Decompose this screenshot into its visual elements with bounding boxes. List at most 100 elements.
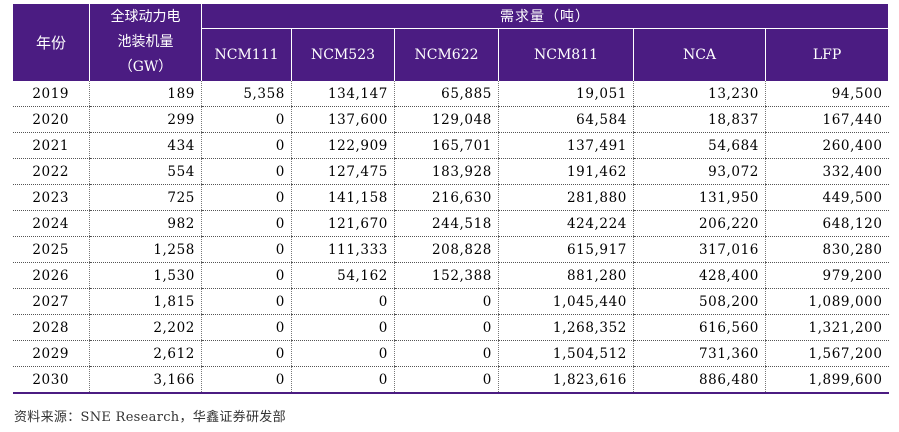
cell-year: 2029 (12, 340, 90, 367)
cell-capacity: 725 (89, 184, 202, 211)
cell-year: 2024 (12, 210, 90, 237)
cell-ncm622: 0 (394, 288, 499, 315)
cell-ncm811: 1,268,352 (498, 314, 634, 341)
cell-ncm111: 5,358 (201, 81, 292, 107)
cell-lfp: 1,321,200 (764, 314, 889, 341)
cell-year: 2021 (12, 132, 90, 159)
table-row: 2027 1,815 0 0 0 1,045,440 508,200 1,089,000 (12, 288, 889, 315)
cell-ncm111: 0 (201, 158, 292, 185)
cell-nca: 131,950 (633, 184, 766, 211)
table-row: 2030 3,166 0 0 0 1,823,616 886,480 1,899,600 (12, 366, 889, 394)
header-nca: NCA (633, 28, 766, 81)
cell-lfp: 1,567,200 (764, 340, 889, 367)
cell-year: 2020 (12, 106, 90, 133)
demand-table-container: 年份 全球动力电 池装机量 （GW） 需求量（吨） NCM111 NCM523 … (12, 4, 890, 394)
cell-ncm622: 216,630 (394, 184, 499, 211)
cell-ncm523: 141,158 (291, 184, 395, 211)
cell-ncm111: 0 (201, 106, 292, 133)
cell-ncm111: 0 (201, 236, 292, 263)
cell-lfp: 449,500 (764, 184, 889, 211)
cell-capacity: 3,166 (89, 366, 202, 394)
table-row: 2019 189 5,358 134,147 65,885 19,051 13,230 94,… (12, 81, 889, 107)
table-body: 2019 189 5,358 134,147 65,885 19,051 13,230 94,… (12, 81, 889, 394)
cell-lfp: 979,200 (764, 262, 889, 289)
cell-ncm523: 0 (291, 314, 395, 341)
cell-lfp: 332,400 (764, 158, 889, 185)
cell-year: 2022 (12, 158, 90, 185)
header-capacity-line2: 池装机量 (117, 34, 174, 50)
table-row: 2022 554 0 127,475 183,928 191,462 93,072 332,4… (12, 158, 889, 185)
cell-ncm111: 0 (201, 314, 292, 341)
header-capacity-line3: （GW） (118, 59, 173, 75)
cell-ncm622: 0 (394, 366, 499, 394)
cell-ncm523: 0 (291, 366, 395, 394)
cell-ncm622: 129,048 (394, 106, 499, 133)
cell-capacity: 299 (89, 106, 202, 133)
cell-year: 2019 (12, 81, 90, 107)
cell-ncm523: 0 (291, 340, 395, 367)
cell-ncm111: 0 (201, 210, 292, 237)
cell-ncm811: 64,584 (498, 106, 634, 133)
header-capacity-line1: 全球动力电 (110, 9, 181, 25)
cell-year: 2030 (12, 366, 90, 394)
cell-nca: 886,480 (633, 366, 766, 394)
cell-ncm523: 111,333 (291, 236, 395, 263)
cell-capacity: 434 (89, 132, 202, 159)
header-battery-capacity: 全球动力电 池装机量 （GW） (89, 4, 202, 81)
cell-ncm811: 881,280 (498, 262, 634, 289)
cell-ncm523: 122,909 (291, 132, 395, 159)
cell-capacity: 1,530 (89, 262, 202, 289)
cell-ncm111: 0 (201, 288, 292, 315)
table-row: 2028 2,202 0 0 0 1,268,352 616,560 1,321,200 (12, 314, 889, 341)
cell-nca: 508,200 (633, 288, 766, 315)
cell-year: 2027 (12, 288, 90, 315)
cell-lfp: 260,400 (764, 132, 889, 159)
cell-nca: 616,560 (633, 314, 766, 341)
table-row: 2020 299 0 137,600 129,048 64,584 18,837 167,44… (12, 106, 889, 133)
cell-ncm622: 244,518 (394, 210, 499, 237)
cell-ncm111: 0 (201, 340, 292, 367)
cell-nca: 731,360 (633, 340, 766, 367)
cell-ncm622: 0 (394, 314, 499, 341)
table-row: 2025 1,258 0 111,333 208,828 615,917 317,016 83… (12, 236, 889, 263)
cell-ncm523: 121,670 (291, 210, 395, 237)
cell-nca: 13,230 (633, 81, 766, 107)
header-ncm811: NCM811 (498, 28, 634, 81)
cell-ncm111: 0 (201, 184, 292, 211)
cell-ncm811: 615,917 (498, 236, 634, 263)
table-row: 2021 434 0 122,909 165,701 137,491 54,684 260,4… (12, 132, 889, 159)
cell-lfp: 830,280 (764, 236, 889, 263)
cell-lfp: 648,120 (764, 210, 889, 237)
table-row: 2029 2,612 0 0 0 1,504,512 731,360 1,567,200 (12, 340, 889, 367)
cell-lfp: 94,500 (764, 81, 889, 107)
cell-year: 2026 (12, 262, 90, 289)
cell-year: 2025 (12, 236, 90, 263)
cell-ncm111: 0 (201, 262, 292, 289)
source-note: 资料来源：SNE Research，华鑫证券研发部 (14, 410, 286, 425)
cell-capacity: 1,815 (89, 288, 202, 315)
cell-nca: 317,016 (633, 236, 766, 263)
table-header: 年份 全球动力电 池装机量 （GW） 需求量（吨） NCM111 NCM523 … (12, 4, 890, 81)
cell-ncm111: 0 (201, 366, 292, 394)
cell-ncm523: 0 (291, 288, 395, 315)
cell-ncm111: 0 (201, 132, 292, 159)
cell-ncm523: 54,162 (291, 262, 395, 289)
table-row: 2026 1,530 0 54,162 152,388 881,280 428,400 979… (12, 262, 889, 289)
cell-ncm622: 165,701 (394, 132, 499, 159)
cell-ncm523: 134,147 (291, 81, 395, 107)
cell-year: 2028 (12, 314, 90, 341)
cell-capacity: 2,612 (89, 340, 202, 367)
cell-lfp: 167,440 (764, 106, 889, 133)
cell-lfp: 1,899,600 (764, 366, 889, 394)
table-row: 2023 725 0 141,158 216,630 281,880 131,950 449,… (12, 184, 889, 211)
cathode-demand-table: 年份 全球动力电 池装机量 （GW） 需求量（吨） NCM111 NCM523 … (12, 4, 890, 394)
cell-ncm811: 424,224 (498, 210, 634, 237)
cell-year: 2023 (12, 184, 90, 211)
cell-capacity: 554 (89, 158, 202, 185)
header-ncm111: NCM111 (201, 28, 292, 81)
cell-ncm811: 137,491 (498, 132, 634, 159)
cell-ncm811: 19,051 (498, 81, 634, 107)
cell-nca: 93,072 (633, 158, 766, 185)
cell-ncm622: 208,828 (394, 236, 499, 263)
cell-nca: 206,220 (633, 210, 766, 237)
